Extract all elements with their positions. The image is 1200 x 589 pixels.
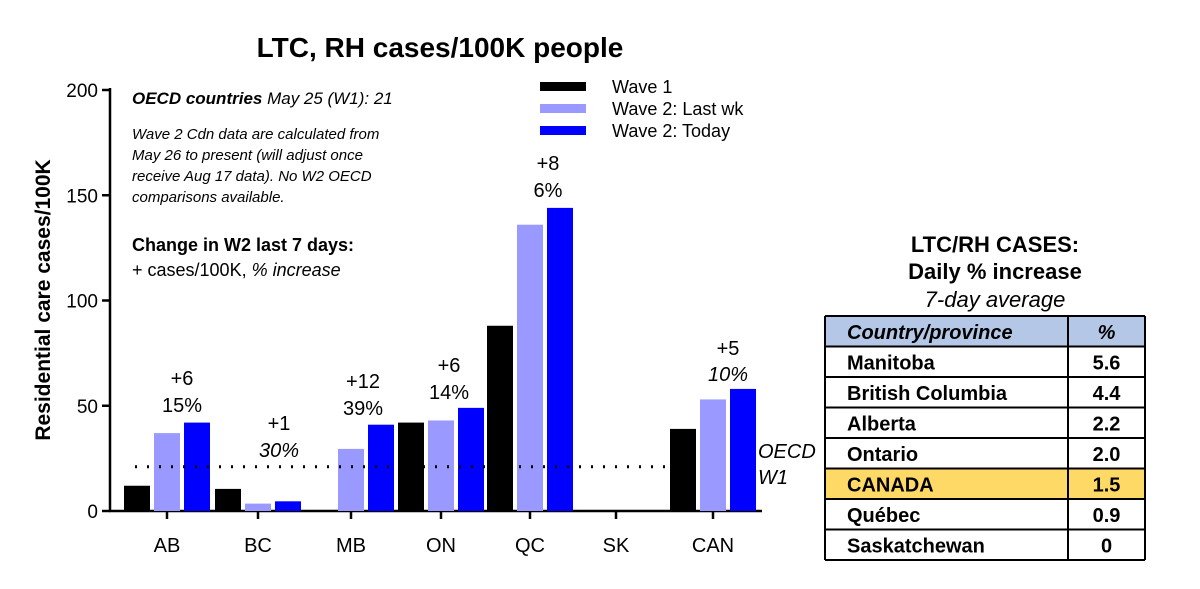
legend-swatch-0 bbox=[540, 82, 586, 91]
legend-label-1: Wave 2: Last wk bbox=[612, 99, 744, 119]
x-tick-label-bc: BC bbox=[244, 535, 272, 557]
annotation-cases-qc: +8 bbox=[537, 153, 560, 175]
bar-can-s1 bbox=[700, 399, 726, 511]
annotation-cases-mb: +12 bbox=[346, 371, 380, 393]
legend-swatch-1 bbox=[540, 104, 586, 113]
annotation-pct-can: 10% bbox=[708, 364, 748, 386]
bar-qc-s2 bbox=[547, 207, 573, 511]
oecd-line-label-1: OECD bbox=[758, 441, 816, 463]
table-cell-value: 2.2 bbox=[1093, 414, 1121, 436]
annotation-pct-bc: 30% bbox=[259, 440, 299, 462]
table-header-value: % bbox=[1098, 322, 1116, 344]
x-tick-label-qc: QC bbox=[515, 535, 545, 557]
bars bbox=[124, 207, 756, 511]
annotation-cases-on: +6 bbox=[438, 355, 461, 377]
table-cell-value: 0.9 bbox=[1093, 505, 1121, 527]
bar-can-s0 bbox=[670, 428, 696, 511]
table-subtitle: 7-day average bbox=[925, 287, 1066, 312]
x-ticks: AB BC MB ON QC SK CAN bbox=[154, 511, 734, 557]
table-cell-name: Saskatchewan bbox=[847, 536, 985, 558]
table-title-2: Daily % increase bbox=[908, 259, 1082, 284]
annotation-pct-qc: 6% bbox=[534, 180, 563, 202]
y-tick-label: 0 bbox=[87, 502, 98, 523]
table-cell-name: Ontario bbox=[847, 444, 918, 466]
note-line-4: comparisons available. bbox=[132, 189, 285, 206]
x-tick-label-ab: AB bbox=[154, 535, 181, 557]
legend-label-0: Wave 1 bbox=[612, 77, 672, 97]
x-tick-label-mb: MB bbox=[336, 535, 366, 557]
bar-mb-s2 bbox=[368, 424, 394, 511]
annotation-cases-bc: +1 bbox=[268, 413, 291, 435]
table-cell-value: 0 bbox=[1101, 536, 1112, 558]
bar-mb-s1 bbox=[338, 448, 364, 511]
table-cell-name: Alberta bbox=[847, 414, 917, 436]
bar-annotations: +6 15% +1 30% +12 39% +6 14% +8 6% +5 10% bbox=[162, 153, 748, 462]
annotation-cases-ab: +6 bbox=[171, 368, 194, 390]
legend-swatch-2 bbox=[540, 126, 586, 135]
table-cell-name: British Columbia bbox=[847, 383, 1008, 405]
bar-ab-s1 bbox=[154, 433, 180, 511]
y-tick-label: 50 bbox=[77, 397, 98, 418]
table-highlight-row bbox=[825, 468, 1145, 499]
chart-title: LTC, RH cases/100K people bbox=[257, 32, 624, 63]
table-cell-value: 2.0 bbox=[1093, 444, 1121, 466]
bar-qc-s1 bbox=[517, 224, 543, 511]
table-cell-name: Québec bbox=[847, 505, 920, 527]
x-tick-label-sk: SK bbox=[603, 535, 630, 557]
legend-label-2: Wave 2: Today bbox=[612, 121, 730, 141]
bar-on-s1 bbox=[428, 420, 454, 511]
table-title-1: LTC/RH CASES: bbox=[911, 232, 1079, 257]
table-cell-name: Manitoba bbox=[847, 353, 936, 375]
bar-ab-s0 bbox=[124, 485, 150, 511]
change-heading: Change in W2 last 7 days: bbox=[132, 235, 354, 255]
annotation-pct-on: 14% bbox=[429, 382, 469, 404]
y-tick-label: 100 bbox=[66, 292, 98, 313]
table-header-bg bbox=[825, 316, 1145, 347]
bar-on-s2 bbox=[458, 407, 484, 511]
x-tick-label-on: ON bbox=[426, 535, 456, 557]
annotation-pct-mb: 39% bbox=[343, 398, 383, 420]
increase-table: Country/province % Manitoba 5.6 British Colu… bbox=[824, 315, 1146, 561]
table-cell-name: CANADA bbox=[847, 475, 934, 497]
note-line-2: May 26 to present (will adjust once bbox=[132, 147, 363, 164]
oecd-line-label-2: W1 bbox=[758, 467, 788, 489]
x-tick-label-can: CAN bbox=[692, 535, 734, 557]
bar-bc-s2 bbox=[275, 501, 301, 511]
y-ticks: 0 50 100 150 200 bbox=[66, 81, 110, 523]
y-tick-label: 200 bbox=[66, 81, 98, 102]
y-tick-label: 150 bbox=[66, 186, 98, 207]
change-subheading: + cases/100K, % increase bbox=[132, 260, 341, 280]
note-line-1: Wave 2 Cdn data are calculated from bbox=[132, 126, 379, 143]
bar-qc-s0 bbox=[487, 325, 513, 511]
note-line-3: receive Aug 17 data). No W2 OECD bbox=[132, 168, 372, 185]
oecd-note: OECD countries May 25 (W1): 21 bbox=[132, 89, 393, 108]
annotation-cases-can: +5 bbox=[717, 338, 740, 360]
table-header-name: Country/province bbox=[847, 322, 1013, 344]
bar-bc-s1 bbox=[245, 503, 271, 511]
y-axis-label: Residential care cases/100K bbox=[32, 159, 55, 440]
bar-can-s2 bbox=[730, 388, 756, 511]
table-cell-value: 5.6 bbox=[1093, 353, 1121, 375]
table-cell-value: 1.5 bbox=[1093, 475, 1121, 497]
annotation-pct-ab: 15% bbox=[162, 395, 202, 417]
table-cell-value: 4.4 bbox=[1093, 383, 1122, 405]
bar-bc-s0 bbox=[215, 488, 241, 511]
